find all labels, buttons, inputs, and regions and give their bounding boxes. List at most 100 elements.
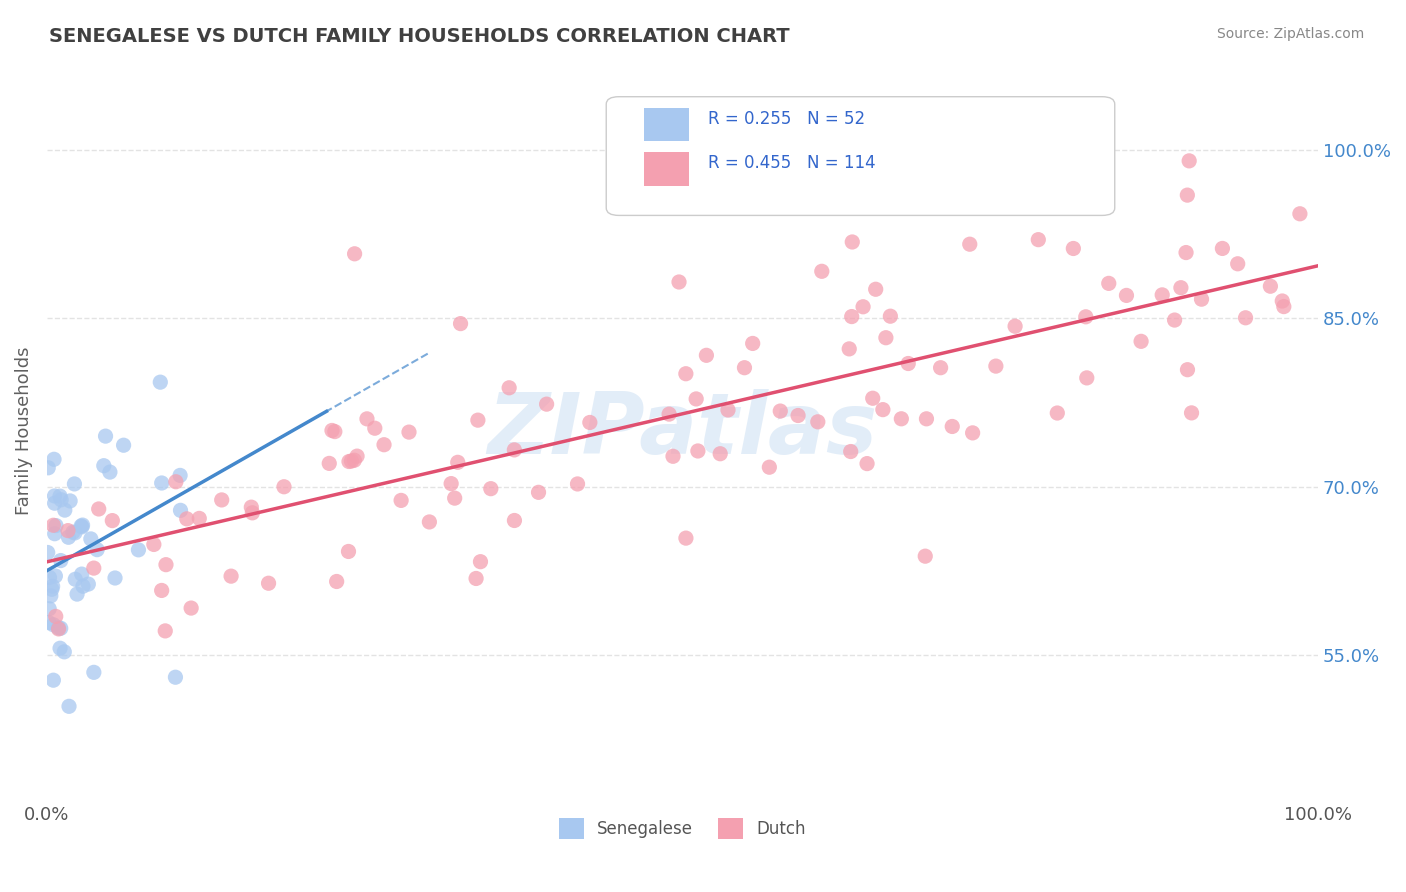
Point	[959, 237, 981, 252]
Point	[101, 514, 124, 528]
Point	[1178, 153, 1201, 168]
Point	[1260, 279, 1282, 293]
Y-axis label: Family Households: Family Households	[15, 346, 32, 515]
Point	[70, 520, 93, 534]
Point	[915, 412, 938, 426]
Text: R = 0.455   N = 114: R = 0.455 N = 114	[709, 154, 876, 172]
Point	[1272, 300, 1295, 314]
Point	[44, 489, 66, 503]
Point	[321, 424, 343, 438]
Point	[879, 309, 901, 323]
Point	[49, 641, 72, 656]
Point	[567, 477, 589, 491]
Point	[579, 416, 602, 430]
Point	[839, 444, 862, 458]
Point	[44, 526, 66, 541]
Point	[169, 503, 191, 517]
Point	[364, 421, 387, 435]
Point	[66, 587, 89, 601]
Point	[70, 519, 93, 533]
Point	[44, 496, 66, 510]
Point	[686, 444, 709, 458]
Point	[70, 567, 93, 582]
Point	[346, 449, 368, 463]
Point	[875, 331, 897, 345]
Point	[38, 601, 60, 615]
Point	[503, 514, 526, 528]
Point	[984, 359, 1007, 373]
Point	[470, 555, 492, 569]
Point	[717, 403, 740, 417]
Point	[49, 553, 72, 567]
Point	[180, 601, 202, 615]
Point	[37, 460, 59, 475]
Point	[450, 317, 472, 331]
Point	[890, 411, 912, 425]
Text: Source: ZipAtlas.com: Source: ZipAtlas.com	[1216, 27, 1364, 41]
Point	[872, 402, 894, 417]
Point	[398, 425, 420, 439]
Point	[675, 367, 697, 381]
Point	[862, 391, 884, 405]
Point	[807, 415, 830, 429]
Point	[536, 397, 558, 411]
FancyBboxPatch shape	[606, 96, 1115, 215]
Point	[42, 452, 65, 467]
Point	[38, 570, 60, 584]
Point	[479, 482, 502, 496]
Point	[1180, 406, 1202, 420]
Point	[1115, 288, 1137, 302]
Point	[53, 503, 76, 517]
Point	[1175, 245, 1198, 260]
Point	[127, 542, 149, 557]
Point	[733, 360, 755, 375]
Point	[318, 457, 340, 471]
Point	[98, 465, 121, 479]
Point	[273, 480, 295, 494]
Point	[94, 429, 117, 443]
Point	[41, 579, 63, 593]
Point	[1175, 188, 1198, 202]
Point	[838, 342, 860, 356]
Point	[46, 621, 69, 635]
Point	[56, 524, 79, 538]
Point	[72, 579, 94, 593]
Point	[389, 493, 412, 508]
Point	[675, 531, 697, 545]
Point	[662, 450, 685, 464]
Point	[929, 360, 952, 375]
Point	[373, 438, 395, 452]
Point	[1098, 277, 1121, 291]
Point	[87, 502, 110, 516]
Point	[65, 572, 87, 586]
Point	[211, 492, 233, 507]
Point	[695, 348, 717, 362]
Point	[467, 413, 489, 427]
Point	[340, 454, 363, 468]
Point	[188, 511, 211, 525]
Point	[343, 247, 366, 261]
Point	[62, 525, 84, 540]
Point	[1289, 207, 1312, 221]
Point	[59, 494, 82, 508]
FancyBboxPatch shape	[644, 108, 689, 141]
Point	[86, 542, 108, 557]
Legend: Senegalese, Dutch: Senegalese, Dutch	[553, 812, 813, 846]
Point	[42, 518, 65, 533]
Point	[44, 569, 66, 583]
Point	[257, 576, 280, 591]
Point	[104, 571, 127, 585]
Point	[1074, 310, 1097, 324]
Point	[176, 512, 198, 526]
Point	[343, 453, 366, 467]
Point	[150, 475, 173, 490]
Point	[49, 492, 72, 507]
Point	[1130, 334, 1153, 349]
Point	[42, 617, 65, 632]
Point	[443, 491, 465, 505]
Point	[465, 572, 488, 586]
Point	[323, 425, 346, 439]
Point	[219, 569, 242, 583]
Point	[810, 264, 832, 278]
Point	[37, 545, 59, 559]
